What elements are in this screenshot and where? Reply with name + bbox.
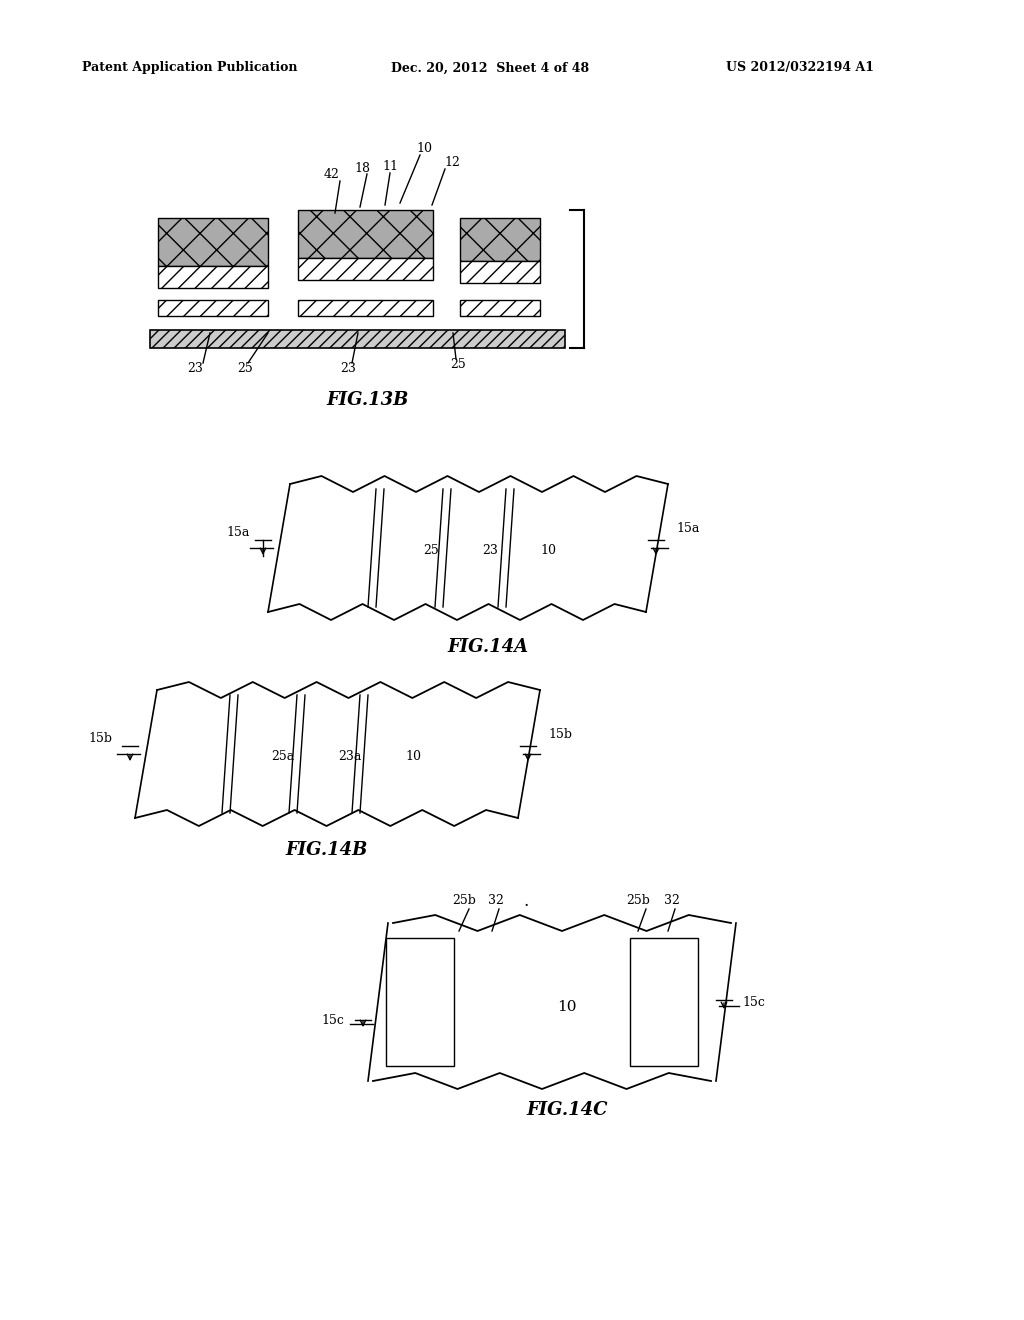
Text: 10: 10 [540, 544, 556, 557]
Text: 23: 23 [187, 362, 203, 375]
Text: 15b: 15b [548, 727, 572, 741]
Bar [298, 210, 433, 257]
Bar [460, 300, 540, 315]
Bar [460, 261, 540, 282]
Text: 42: 42 [324, 169, 340, 181]
Text: 12: 12 [444, 157, 460, 169]
Text: 23: 23 [482, 544, 498, 557]
Text: 25b: 25b [452, 895, 476, 908]
Text: 10: 10 [557, 1001, 577, 1014]
Bar [386, 939, 454, 1067]
Text: 23a: 23a [338, 750, 361, 763]
Text: 15b: 15b [88, 733, 112, 746]
Text: 15c: 15c [322, 1014, 344, 1027]
Bar [460, 218, 540, 261]
Text: 15a: 15a [676, 521, 699, 535]
Text: 25b: 25b [626, 895, 650, 908]
Bar [158, 218, 268, 267]
Bar [298, 257, 433, 280]
Text: 18: 18 [354, 161, 370, 174]
Text: Dec. 20, 2012  Sheet 4 of 48: Dec. 20, 2012 Sheet 4 of 48 [391, 62, 589, 74]
Text: 15a: 15a [226, 527, 250, 540]
Bar [630, 939, 698, 1067]
Text: 10: 10 [416, 141, 432, 154]
Text: Patent Application Publication: Patent Application Publication [82, 62, 298, 74]
Text: FIG.13B: FIG.13B [327, 391, 410, 409]
Bar [150, 330, 565, 348]
Text: US 2012/0322194 A1: US 2012/0322194 A1 [726, 62, 874, 74]
Bar [298, 300, 433, 315]
Text: 32: 32 [664, 895, 680, 908]
Text: 25: 25 [451, 358, 466, 371]
Text: 32: 32 [488, 895, 504, 908]
Bar [158, 267, 268, 288]
Text: 25a: 25a [271, 750, 295, 763]
Text: 23: 23 [340, 362, 356, 375]
Text: 15c: 15c [742, 995, 765, 1008]
Text: FIG.14A: FIG.14A [447, 638, 528, 656]
Text: .: . [523, 892, 528, 909]
Bar [158, 300, 268, 315]
Text: FIG.14B: FIG.14B [286, 841, 369, 859]
Text: 11: 11 [382, 161, 398, 173]
Text: FIG.14C: FIG.14C [526, 1101, 608, 1119]
Text: 25: 25 [238, 362, 253, 375]
Text: 10: 10 [406, 750, 421, 763]
Text: 25: 25 [423, 544, 439, 557]
